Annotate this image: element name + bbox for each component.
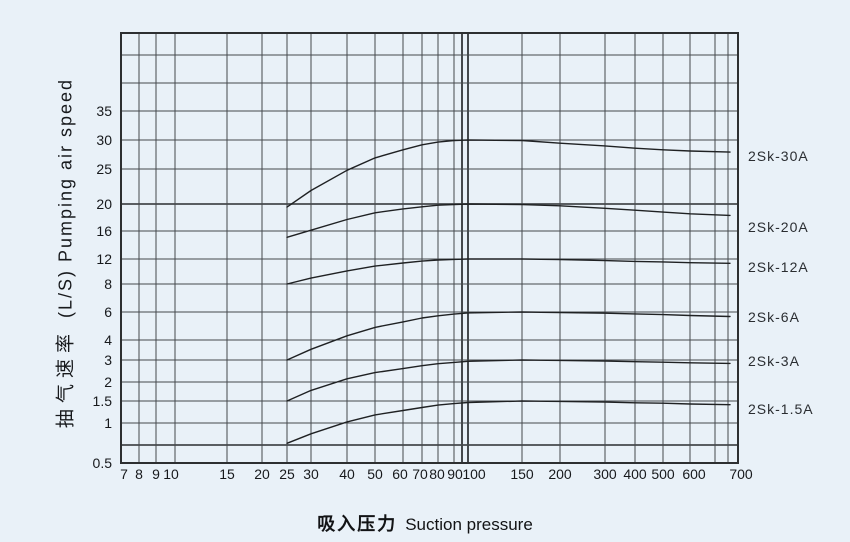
y-tick-label: 16 (96, 223, 112, 239)
series-label-2sk-1.5a: 2Sk-1.5A (748, 401, 814, 417)
curve-2sk-3a (286, 359, 731, 402)
series-label-2sk-3a: 2Sk-3A (748, 353, 800, 369)
y-axis-title-cn: 抽气速率 (55, 328, 77, 429)
x-tick-label: 200 (548, 466, 572, 482)
curve-2sk-20a (286, 203, 731, 238)
x-tick-label: 10 (163, 466, 179, 482)
series-label-2sk-30a: 2Sk-30A (748, 148, 809, 164)
x-tick-label: 30 (303, 466, 319, 482)
x-axis-title: 吸入压力 Suction pressure (0, 510, 850, 536)
series-label-2sk-12a: 2Sk-12A (748, 259, 809, 275)
x-tick-label: 500 (651, 466, 675, 482)
curve-2sk-6a (286, 311, 731, 361)
x-axis-title-cn: 吸入压力 (317, 514, 398, 534)
x-tick-label: 50 (367, 466, 383, 482)
x-tick-label: 400 (623, 466, 647, 482)
y-axis-title-en: (L/S) Pumping air speed (55, 77, 76, 319)
y-tick-label: 4 (104, 332, 112, 348)
y-tick-label: 25 (96, 161, 112, 177)
y-axis-title: 抽气速率 (L/S) Pumping air speed (51, 78, 78, 428)
x-tick-label: 9 (152, 466, 160, 482)
curve-2sk-30a (286, 139, 731, 208)
plot-border (120, 32, 739, 464)
curve-2sk-1.5a (286, 400, 731, 444)
y-tick-label: 1.5 (93, 393, 113, 409)
y-tick-label: 6 (104, 304, 112, 320)
x-tick-label: 60 (392, 466, 408, 482)
y-tick-label: 30 (96, 132, 112, 148)
x-tick-label: 40 (339, 466, 355, 482)
x-tick-label: 15 (219, 466, 235, 482)
x-tick-label: 7 (120, 466, 128, 482)
x-tick-label: 300 (593, 466, 617, 482)
x-tick-label: 100 (462, 466, 486, 482)
y-tick-label: 12 (96, 251, 112, 267)
x-tick-label: 600 (682, 466, 706, 482)
series-label-2sk-20a: 2Sk-20A (748, 219, 809, 235)
y-tick-label: 0.5 (93, 455, 113, 471)
x-axis-title-en: Suction pressure (405, 515, 533, 534)
y-tick-label: 20 (96, 196, 112, 212)
x-tick-label: 150 (510, 466, 534, 482)
y-tick-label: 35 (96, 103, 112, 119)
x-tick-label: 700 (729, 466, 753, 482)
y-tick-label: 1 (104, 415, 112, 431)
y-tick-label: 2 (104, 374, 112, 390)
x-tick-label: 25 (279, 466, 295, 482)
y-tick-label: 3 (104, 352, 112, 368)
x-tick-label: 20 (254, 466, 270, 482)
x-tick-label: 70 (412, 466, 428, 482)
x-tick-label: 8 (135, 466, 143, 482)
x-tick-label: 80 (429, 466, 445, 482)
series-label-2sk-6a: 2Sk-6A (748, 309, 800, 325)
x-tick-label: 90 (447, 466, 463, 482)
y-tick-label: 8 (104, 276, 112, 292)
curve-2sk-12a (286, 258, 731, 285)
